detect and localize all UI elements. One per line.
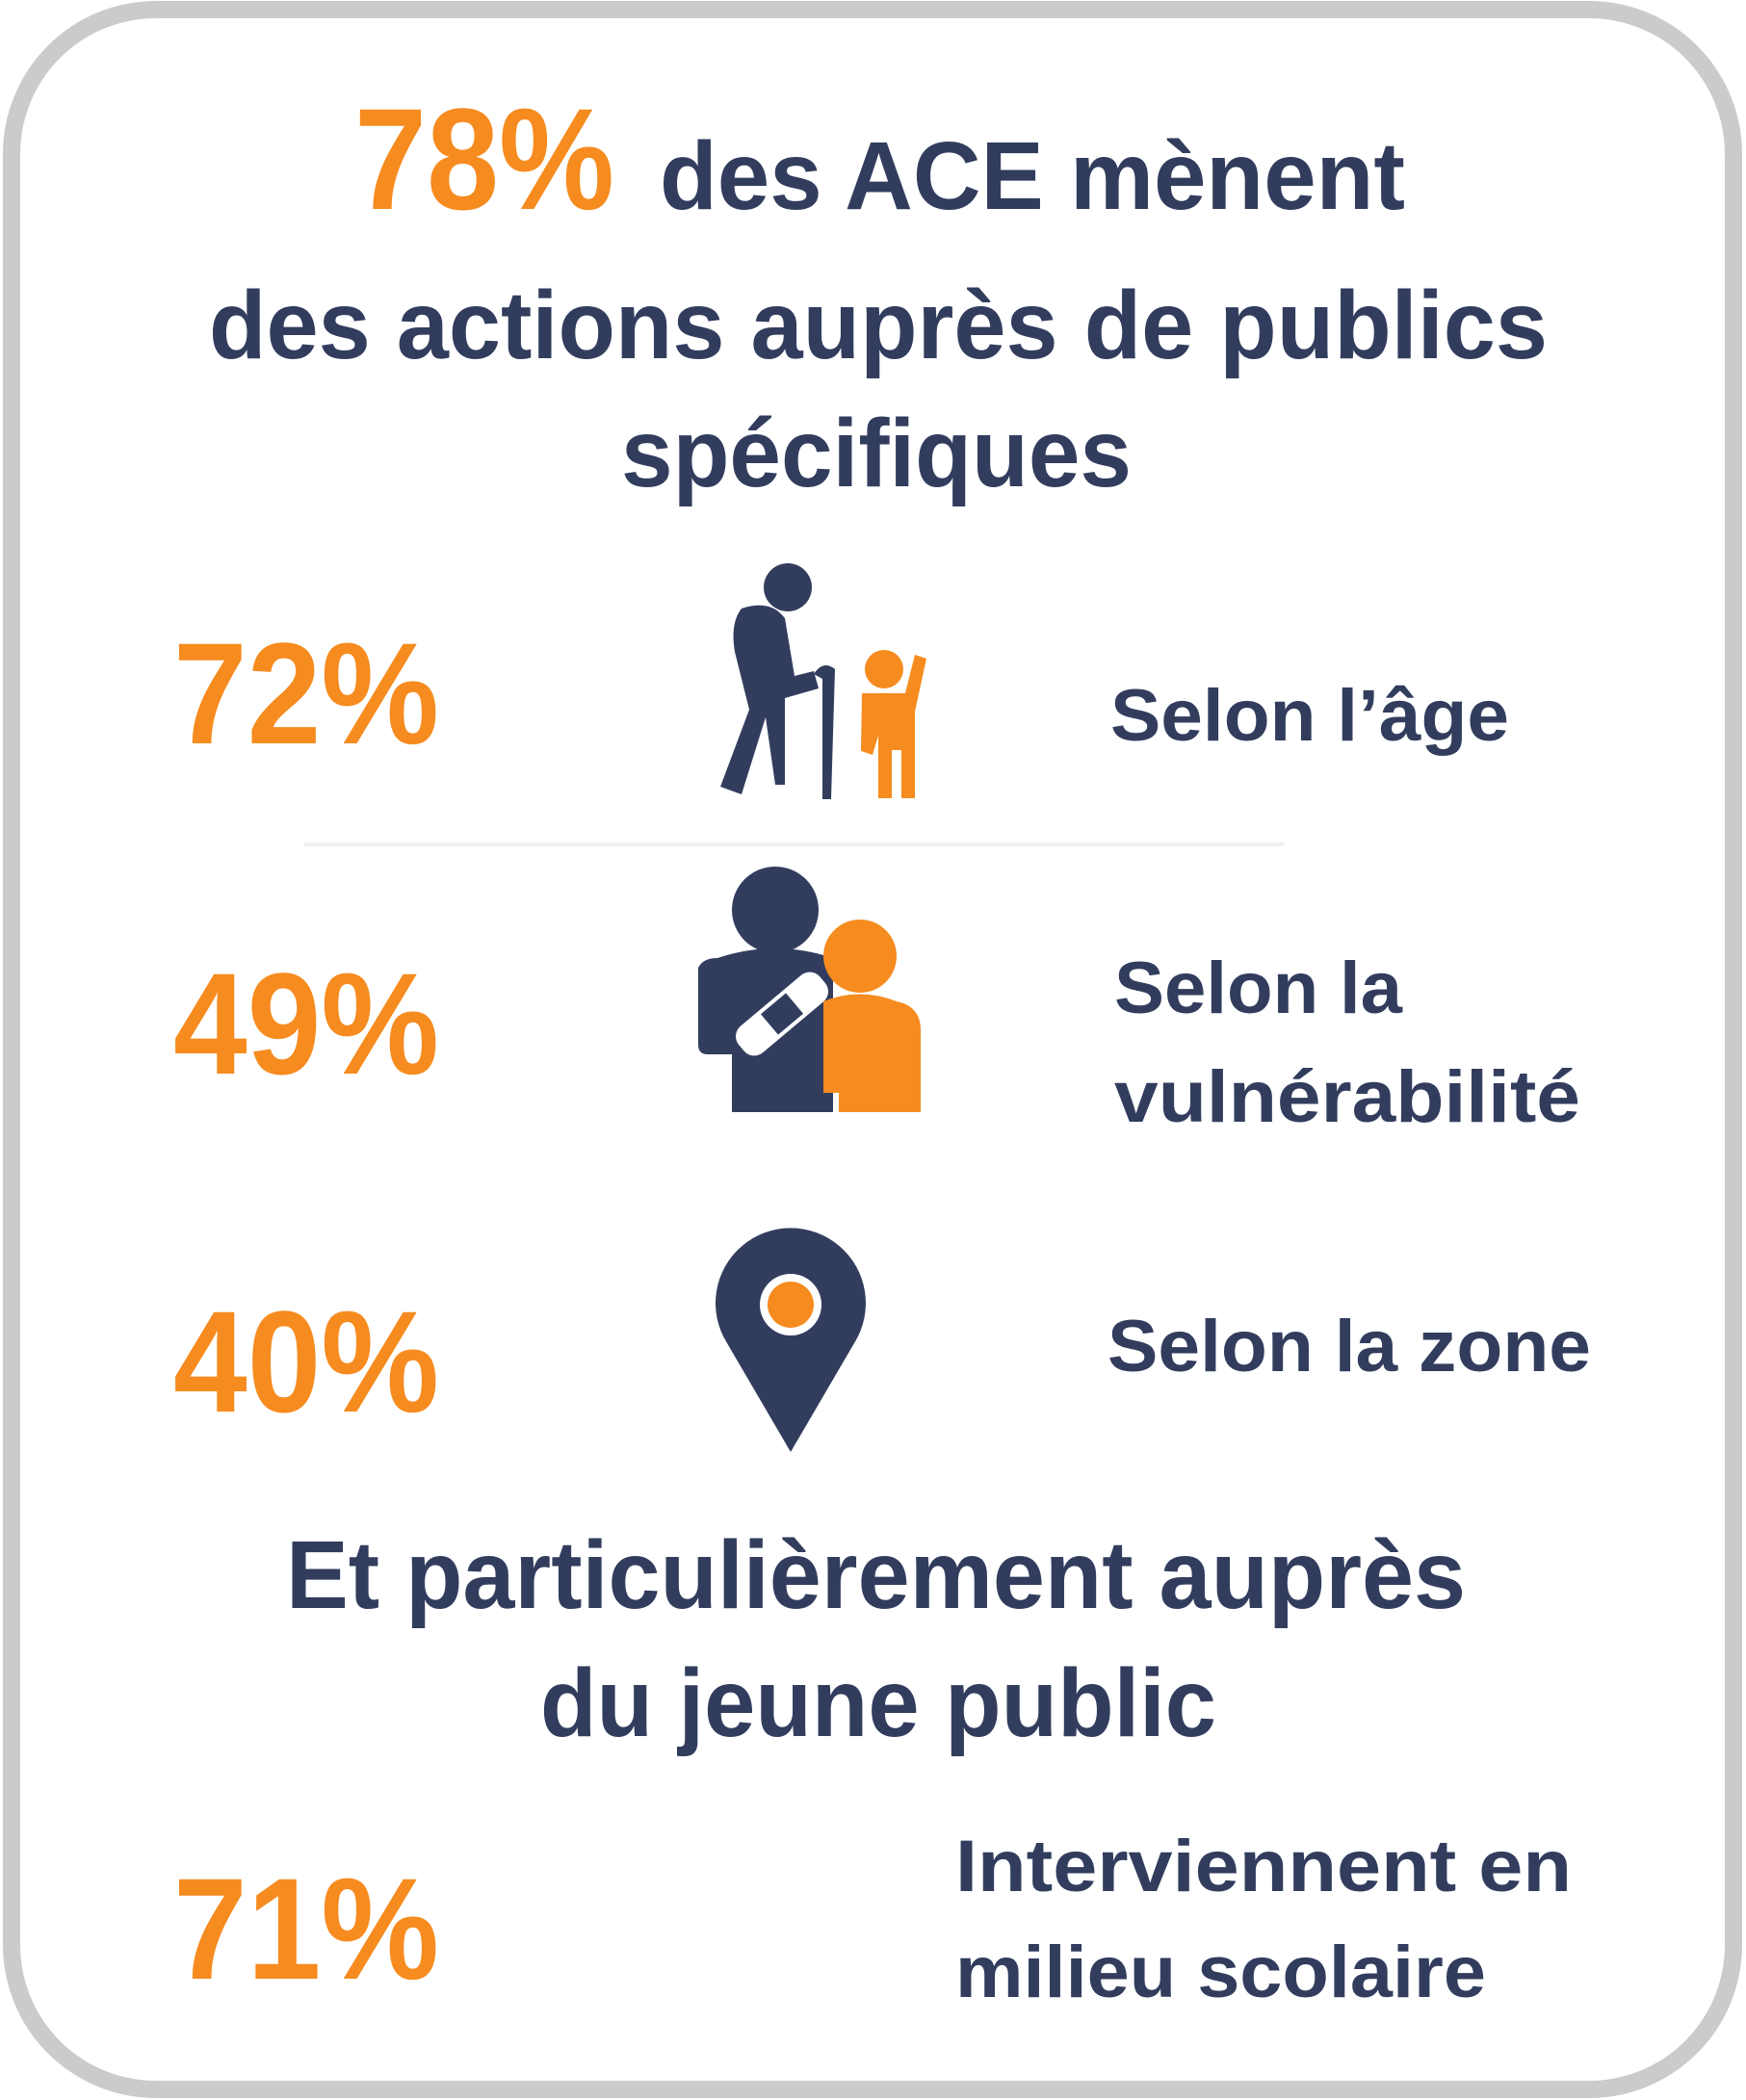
location-icon [715,1228,866,1452]
age-icon [720,563,926,799]
label: Selon l’âge [1110,675,1509,757]
label: milieu scolaire [955,1931,1486,2013]
label: Interviennent en [955,1826,1572,1907]
header-title: des ACE mènent [660,122,1405,230]
percent: 40% [173,1281,439,1442]
header-line: 78% des ACE mènent [354,78,1405,240]
header-title: spécifiques [621,400,1132,507]
subheading: Et particulièrement auprès [286,1521,1466,1629]
percent: 72% [173,612,439,774]
label: Selon la [1114,947,1403,1029]
subheading: du jeune public [540,1649,1216,1757]
percent: 71% [173,1848,439,2009]
label: vulnérabilité [1114,1056,1580,1138]
header-highlight: 78% [354,78,614,240]
percent: 49% [173,943,439,1104]
label: Selon la zone [1108,1306,1591,1387]
vulnerability-icon [698,867,921,1112]
header-title: des actions auprès de publics [209,272,1548,379]
